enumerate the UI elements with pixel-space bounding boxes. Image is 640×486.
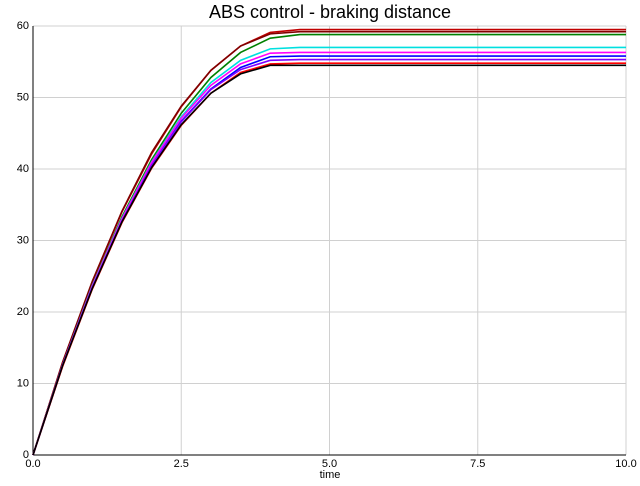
x-tick-label: 5.0: [322, 458, 337, 470]
y-tick-label: 30: [17, 234, 29, 246]
x-tick-label: 10.0: [615, 458, 636, 470]
x-axis-label: time: [320, 469, 341, 481]
data-line: [32, 30, 626, 456]
chart-title: ABS control - braking distance: [209, 2, 451, 22]
y-tick-label: 60: [17, 20, 29, 32]
data-line: [32, 64, 626, 456]
x-tick-label: 7.5: [470, 458, 485, 470]
y-tick-label: 50: [17, 91, 29, 103]
x-tick-label: 0.0: [25, 458, 40, 470]
y-tick-label: 10: [17, 377, 29, 389]
x-tick-label: 2.5: [174, 458, 189, 470]
y-tick-label: 20: [17, 306, 29, 318]
y-tick-label: 40: [17, 163, 29, 175]
y-tick-label: 0: [23, 449, 29, 461]
